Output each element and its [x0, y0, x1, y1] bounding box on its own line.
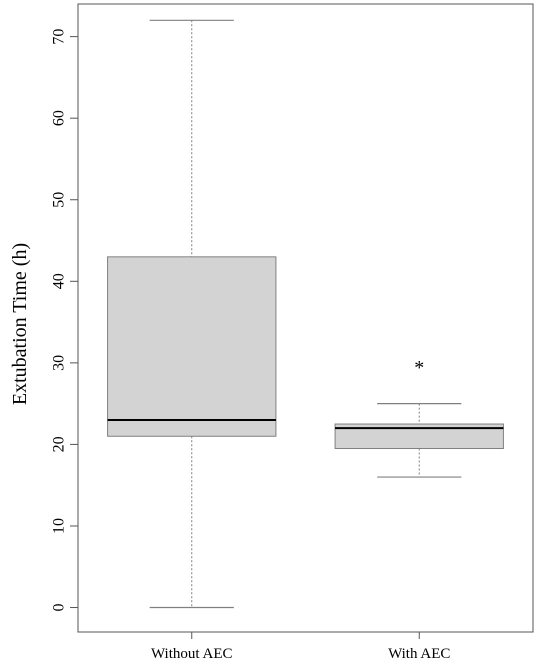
y-tick-label: 30 [51, 355, 68, 371]
y-tick-label: 40 [51, 273, 68, 289]
plot-frame [77, 3, 534, 633]
outlier-marker: * [414, 357, 424, 379]
x-category-label: With AEC [388, 646, 450, 662]
y-tick-label: 70 [51, 29, 68, 45]
y-tick-label: 0 [51, 604, 68, 612]
y-tick-label: 10 [51, 518, 68, 534]
y-tick-label: 60 [51, 110, 68, 126]
x-category-label: Without AEC [151, 646, 232, 662]
box-group: * [334, 357, 504, 478]
box-group [107, 19, 277, 609]
iqr-box [107, 256, 277, 437]
y-axis-label: Extubation Time (h) [9, 243, 31, 405]
y-tick-label: 20 [51, 436, 68, 452]
y-tick-label: 50 [51, 192, 68, 208]
